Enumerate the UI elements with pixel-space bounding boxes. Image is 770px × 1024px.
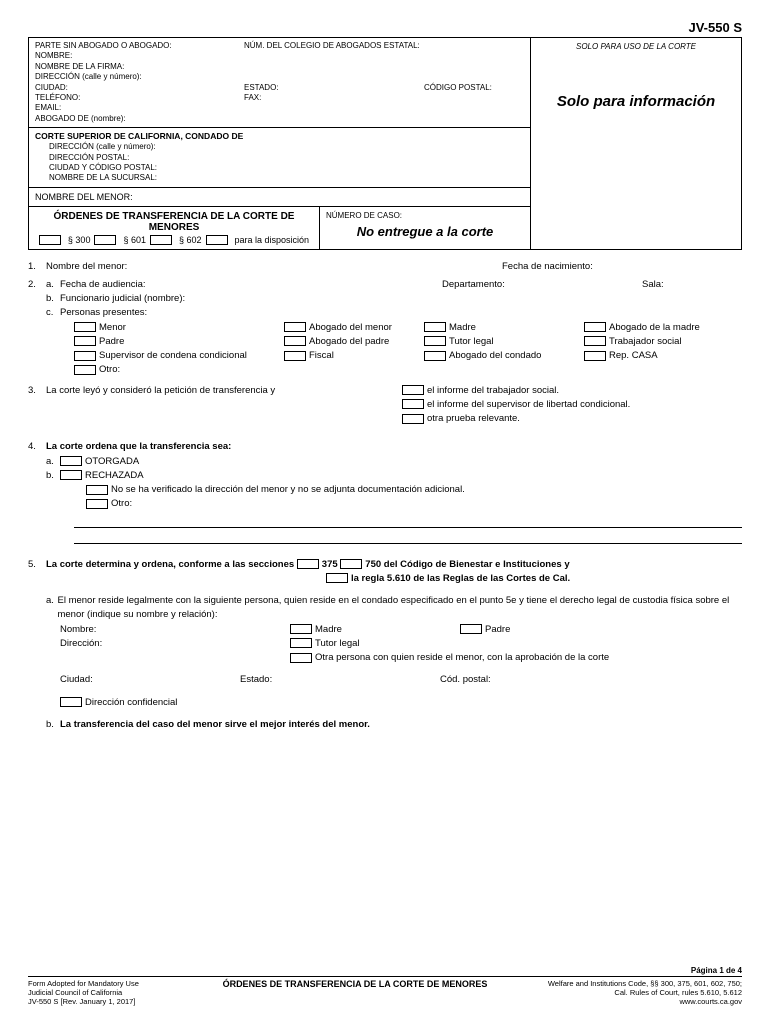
court-section: CORTE SUPERIOR DE CALIFORNIA, CONDADO DE… (29, 127, 530, 187)
item-5a-text: El menor reside legalmente con la siguie… (57, 594, 742, 623)
footer: Página 1 de 4 Form Adopted for Mandatory… (28, 966, 742, 1006)
cb-social-report[interactable] (402, 385, 424, 395)
dob-label: Fecha de nacimiento: (502, 260, 742, 274)
court-use-only: SOLO PARA USO DE LA CORTE (531, 38, 741, 55)
cb-rule-5610[interactable] (326, 573, 348, 583)
attorney-section: PARTE SIN ABOGADO O ABOGADO: NÚM. DEL CO… (29, 38, 530, 127)
cb-probation-report[interactable] (402, 399, 424, 409)
item-1-num: 1. (28, 260, 46, 274)
zip-label: CÓDIGO POSTAL: (424, 83, 524, 93)
firm-name: NOMBRE DE LA FIRMA: (35, 62, 524, 72)
info-only: Solo para información (557, 93, 715, 110)
cb-other-person[interactable] (74, 365, 96, 375)
item-5-num: 5. (28, 558, 46, 733)
cb-res-guardian[interactable] (290, 638, 312, 648)
cb-father-atty[interactable] (284, 336, 306, 346)
room-label: Sala: (642, 278, 742, 292)
cb-res-other[interactable] (290, 653, 312, 663)
cb-375[interactable] (297, 559, 319, 569)
case-number-label: NÚMERO DE CASO: (326, 211, 524, 220)
blank-line-2[interactable] (74, 530, 742, 544)
cb-not-verified[interactable] (86, 485, 108, 495)
checkbox-602[interactable] (150, 235, 172, 245)
cb-res-mother[interactable] (290, 624, 312, 634)
bar-number-label: NÚM. DEL COLEGIO DE ABOGADOS ESTATAL: (244, 41, 424, 51)
attorney-for: ABOGADO DE (nombre): (35, 114, 524, 124)
court-address: DIRECCIÓN (calle y número): (35, 142, 524, 152)
residence-state: Estado: (240, 673, 440, 687)
cb-other-reason[interactable] (86, 499, 108, 509)
blank-line-1[interactable] (74, 514, 742, 528)
item-5b-text: La transferencia del caso del menor sirv… (60, 718, 370, 732)
checkbox-601[interactable] (94, 235, 116, 245)
form-code: JV-550 S (28, 20, 742, 35)
footer-title: ÓRDENES DE TRANSFERENCIA DE LA CORTE DE … (188, 979, 522, 989)
hearing-date: Fecha de audiencia: (60, 278, 442, 292)
cb-other-evidence[interactable] (402, 414, 424, 424)
cb-social-worker[interactable] (584, 336, 606, 346)
court-title: CORTE SUPERIOR DE CALIFORNIA, CONDADO DE (35, 131, 524, 142)
item-3-num: 3. (28, 384, 46, 427)
cb-750[interactable] (340, 559, 362, 569)
attorney-address: DIRECCIÓN (calle y número): (35, 72, 524, 82)
page-number: Página 1 de 4 (28, 966, 742, 975)
court-cityzip: CIUDAD Y CÓDIGO POSTAL: (35, 163, 524, 173)
residence-zip: Cód. postal: (440, 673, 491, 687)
fax-label: FAX: (244, 93, 424, 103)
item-4-num: 4. (28, 440, 46, 543)
cb-county-atty[interactable] (424, 351, 446, 361)
cb-probation[interactable] (74, 351, 96, 361)
email-label: EMAIL: (35, 103, 524, 113)
cb-res-father[interactable] (460, 624, 482, 634)
minor-full-name: Nombre del menor: (46, 260, 502, 274)
item-4-title: La corte ordena que la transferencia sea… (46, 440, 742, 454)
cb-casa[interactable] (584, 351, 606, 361)
do-not-file: No entregue a la corte (326, 224, 524, 239)
persons-present: Personas presentes: (60, 306, 147, 320)
cb-granted[interactable] (60, 456, 82, 466)
form-title-box: ÓRDENES DE TRANSFERENCIA DE LA CORTE DE … (29, 207, 320, 249)
header-box: PARTE SIN ABOGADO O ABOGADO: NÚM. DEL CO… (28, 37, 742, 250)
court-branch: NOMBRE DE LA SUCURSAL: (35, 173, 524, 183)
cb-guardian[interactable] (424, 336, 446, 346)
cb-minor-atty[interactable] (284, 322, 306, 332)
residence-address: Dirección: (60, 637, 290, 651)
cb-mother[interactable] (424, 322, 446, 332)
court-mailing: DIRECCIÓN POSTAL: (35, 153, 524, 163)
dept-label: Departamento: (442, 278, 642, 292)
party-label: PARTE SIN ABOGADO O ABOGADO: (35, 41, 244, 51)
attorney-name: NOMBRE: (35, 51, 524, 61)
cb-mother-atty[interactable] (584, 322, 606, 332)
residence-city: Ciudad: (60, 673, 240, 687)
judicial-officer: Funcionario judicial (nombre): (60, 292, 185, 306)
cb-father[interactable] (74, 336, 96, 346)
form-title: ÓRDENES DE TRANSFERENCIA DE LA CORTE DE … (35, 211, 313, 233)
cb-fiscal[interactable] (284, 351, 306, 361)
checkbox-disposition[interactable] (206, 235, 228, 245)
item-2-num: 2. (28, 278, 46, 378)
minor-name-label: NOMBRE DEL MENOR: (29, 187, 530, 206)
state-label: ESTADO: (244, 83, 424, 93)
checkbox-300[interactable] (39, 235, 61, 245)
item-3-text: La corte leyó y consideró la petición de… (46, 384, 402, 427)
cb-confidential[interactable] (60, 697, 82, 707)
cb-denied[interactable] (60, 470, 82, 480)
residence-name: Nombre: (60, 623, 290, 637)
cb-minor[interactable] (74, 322, 96, 332)
city-label: CIUDAD: (35, 83, 244, 93)
phone-label: TELÉFONO: (35, 93, 244, 103)
